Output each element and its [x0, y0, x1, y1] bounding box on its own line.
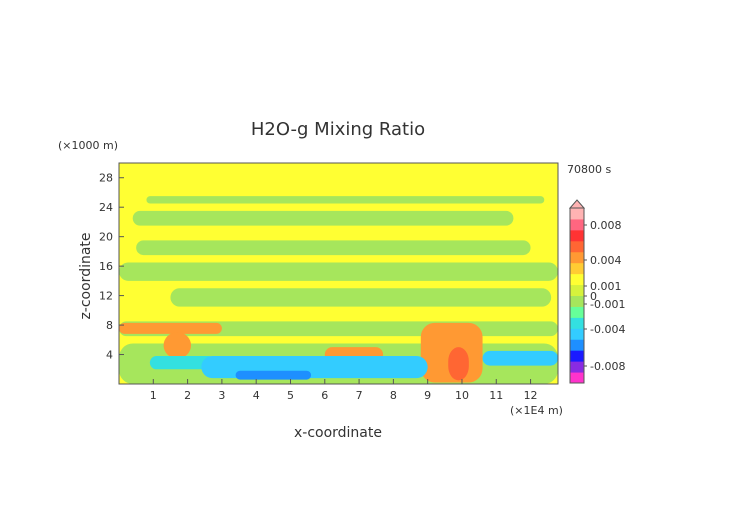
- colorbar-segment: [570, 350, 584, 362]
- x-tick-label: 4: [253, 389, 260, 402]
- field-region: [482, 350, 558, 366]
- colorbar-label: 0.008: [590, 219, 622, 232]
- colorbar-segment: [570, 328, 584, 340]
- x-tick-label: 8: [390, 389, 397, 402]
- colorbar-segment: [570, 262, 584, 275]
- colorbar-segment: [570, 295, 584, 307]
- colorbar-segment: [570, 306, 584, 318]
- field-region: [201, 356, 428, 379]
- y-tick-label: 8: [106, 319, 113, 332]
- y-axis-label: z-coordinate: [78, 232, 94, 319]
- y-tick-label: 28: [99, 172, 113, 185]
- x-tick-label: 12: [524, 389, 538, 402]
- x-axis-label: x-coordinate: [294, 425, 382, 441]
- y-tick-label: 20: [99, 231, 113, 244]
- y-tick-label: 24: [99, 201, 113, 214]
- colorbar-label: 0: [590, 290, 597, 303]
- colorbar-segment: [570, 218, 584, 231]
- field-region: [136, 240, 531, 256]
- time-label: 70800 s: [567, 163, 611, 176]
- x-tick-label: 6: [321, 389, 328, 402]
- colorbar-segment: [570, 317, 584, 329]
- colorbar-segment: [570, 273, 584, 286]
- y-unit-label: (×1000 m): [58, 139, 118, 152]
- x-tick-label: 9: [424, 389, 431, 402]
- colorbar-segment: [570, 208, 584, 220]
- field-region: [163, 332, 192, 359]
- field-region: [235, 370, 312, 380]
- field-region: [119, 322, 222, 334]
- x-tick-label: 3: [218, 389, 225, 402]
- field-region: [448, 347, 469, 381]
- colorbar-label: 0.001: [590, 280, 622, 293]
- colorbar-segment: [570, 229, 584, 242]
- field-region: [119, 262, 558, 281]
- x-tick-label: 10: [455, 389, 469, 402]
- y-tick-label: 16: [99, 260, 113, 273]
- colorbar-segment: [570, 372, 584, 384]
- field-region: [132, 210, 514, 226]
- field-region: [149, 356, 216, 370]
- x-tick-label: 7: [356, 389, 363, 402]
- y-axis-ticks: 4 8 12 16 20 24 28: [99, 172, 124, 362]
- colorbar-label: -0.008: [590, 360, 625, 373]
- chart-title: H2O-g Mixing Ratio: [251, 119, 425, 140]
- colorbar-label: 0.004: [590, 254, 622, 267]
- colorbar-label: -0.004: [590, 323, 625, 336]
- x-unit-label: (×1E4 m): [510, 404, 563, 417]
- x-tick-label: 11: [489, 389, 503, 402]
- colorbar-segment: [570, 240, 584, 253]
- colorbar-segment: [570, 251, 584, 264]
- colorbar-segment: [570, 284, 584, 296]
- x-tick-label: 5: [287, 389, 294, 402]
- plot-frame: [118, 162, 559, 385]
- x-tick-label: 2: [184, 389, 191, 402]
- x-tick-label: 1: [150, 389, 157, 402]
- field-region: [170, 288, 552, 307]
- colorbar-arrow: [568, 199, 586, 209]
- field-region: [146, 196, 545, 204]
- y-tick-label: 12: [99, 290, 113, 303]
- colorbar-segment: [570, 361, 584, 373]
- y-tick-label: 4: [106, 349, 113, 362]
- colorbar-segment: [570, 339, 584, 351]
- colorbar-label: -0.001: [590, 298, 625, 311]
- heatmap-field: [119, 163, 558, 384]
- x-axis-ticks: 1 2 3 4 5 6 7 8 9 10 11 12: [150, 379, 538, 402]
